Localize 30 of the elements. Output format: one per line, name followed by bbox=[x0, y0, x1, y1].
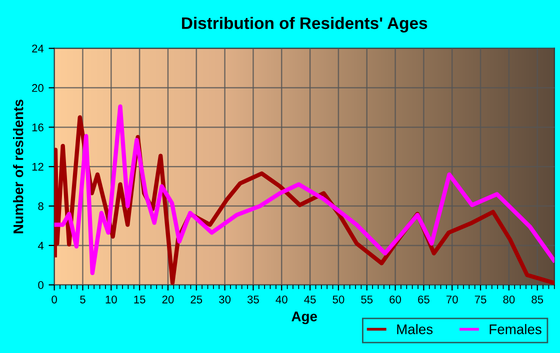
x-tick-label: 55 bbox=[361, 296, 373, 304]
y-tick-label: 24 bbox=[32, 44, 44, 52]
x-tick-label: 30 bbox=[219, 296, 231, 304]
x-tick-label: 5 bbox=[80, 296, 86, 304]
x-tick-label: 40 bbox=[276, 296, 288, 304]
x-tick-label: 65 bbox=[418, 296, 430, 304]
x-tick-label: 0 bbox=[52, 296, 57, 304]
x-tick-label: 80 bbox=[503, 296, 515, 304]
x-tick-label: 85 bbox=[532, 296, 544, 304]
chart-title: Distribution of Residents' Ages bbox=[182, 16, 428, 32]
y-axis-title: Number of residents bbox=[13, 100, 24, 234]
y-tick-label: 8 bbox=[38, 202, 44, 210]
x-axis-title: Age bbox=[292, 312, 318, 324]
y-tick-label: 20 bbox=[32, 84, 44, 92]
x-tick-label: 50 bbox=[332, 296, 344, 304]
x-tick-label: 20 bbox=[162, 296, 174, 304]
y-tick-label: 4 bbox=[38, 242, 44, 250]
x-tick-label: 10 bbox=[106, 296, 117, 304]
x-tick-label: 15 bbox=[134, 296, 146, 304]
x-tick-label: 25 bbox=[190, 296, 202, 304]
x-tick-label: 75 bbox=[474, 296, 486, 304]
x-tick-label: 70 bbox=[446, 296, 458, 304]
legend-label: Males bbox=[397, 324, 433, 334]
legend-label: Females bbox=[490, 324, 542, 334]
y-tick-label: 12 bbox=[32, 162, 44, 171]
y-tick-label: 16 bbox=[32, 123, 44, 132]
x-tick-label: 35 bbox=[247, 296, 259, 304]
x-tick-label: 45 bbox=[304, 296, 316, 304]
y-tick-label: 0 bbox=[38, 281, 44, 290]
x-tick-label: 60 bbox=[390, 296, 402, 304]
